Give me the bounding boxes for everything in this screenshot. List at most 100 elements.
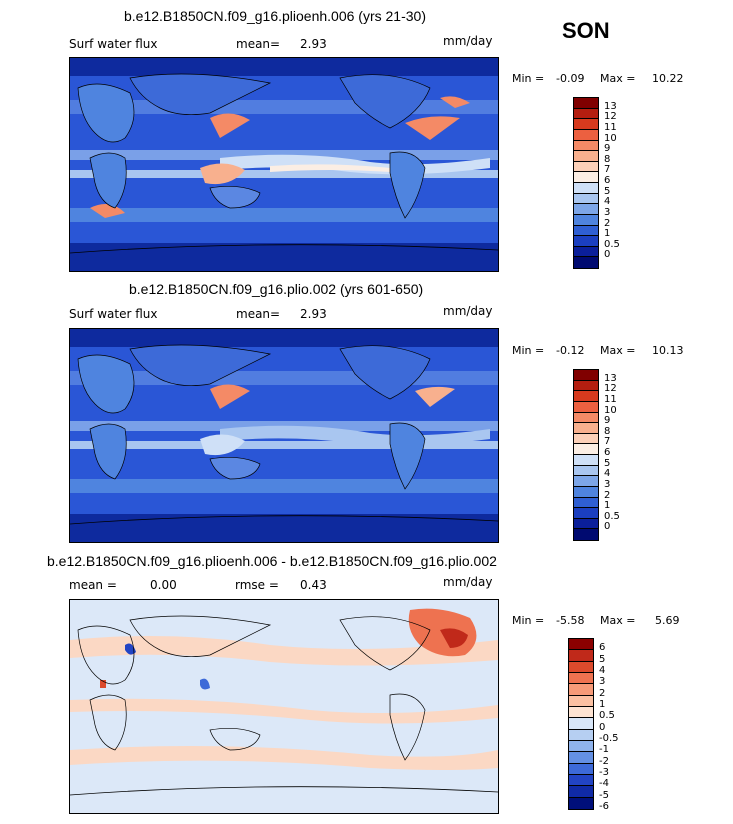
panel-3-mean-label: mean = [69, 578, 117, 592]
panel-3-mean-value: 0.00 [150, 578, 177, 592]
panel-1-colorbar [573, 97, 599, 269]
colorbar-tick-label: 6 [604, 447, 611, 458]
colorbar-segment [574, 529, 598, 540]
panel-3-title: b.e12.B1850CN.f09_g16.plioenh.006 - b.e1… [47, 553, 497, 569]
panel-1-title: b.e12.B1850CN.f09_g16.plioenh.006 (yrs 2… [124, 8, 426, 24]
colorbar-tick-label: 1 [599, 699, 606, 710]
colorbar-tick-label: -5 [599, 789, 609, 801]
colorbar-segment [569, 639, 593, 651]
panel-2-title: b.e12.B1850CN.f09_g16.plio.002 (yrs 601-… [129, 281, 424, 297]
colorbar-segment [574, 433, 598, 445]
colorbar-tick-label: 0.5 [604, 238, 620, 250]
colorbar-tick-label: 10 [604, 132, 617, 144]
panel-3-min-value: -5.58 [556, 614, 585, 627]
colorbar-segment [574, 423, 598, 434]
colorbar-tick-label: 10 [604, 404, 617, 416]
panel-3-map-graphic [69, 600, 499, 813]
colorbar-segment [569, 729, 593, 741]
colorbar-segment [574, 225, 598, 237]
colorbar-tick-label: -3 [599, 767, 609, 778]
colorbar-tick-label: 13 [604, 100, 617, 112]
panel-2-min-value: -0.12 [556, 344, 585, 357]
panel-3-rmse-value: 0.43 [300, 578, 327, 592]
colorbar-segment [569, 763, 593, 775]
colorbar-segment [574, 508, 598, 519]
colorbar-tick-label: 5 [604, 457, 611, 469]
colorbar-tick-label: -6 [599, 801, 609, 812]
colorbar-tick-label: 11 [604, 393, 617, 405]
colorbar-tick-label: 2 [604, 489, 611, 501]
panel-3-units: mm/day [443, 575, 493, 589]
colorbar-segment [574, 246, 598, 258]
colorbar-tick-label: 8 [604, 153, 611, 165]
panel-3-max-value: 5.69 [655, 614, 680, 627]
colorbar-segment [574, 161, 598, 173]
season-label: SON [562, 18, 610, 43]
colorbar-segment [569, 797, 593, 809]
colorbar-segment [574, 129, 598, 141]
colorbar-segment [574, 486, 598, 498]
colorbar-tick-label: -0.5 [599, 733, 619, 744]
colorbar-segment [574, 204, 598, 215]
panel-3-map [69, 599, 499, 814]
colorbar-tick-label: 5 [604, 185, 611, 197]
colorbar-tick-label: 3 [599, 676, 606, 688]
colorbar-segment [569, 752, 593, 764]
colorbar-tick-label: 0 [599, 721, 606, 733]
colorbar-tick-label: 12 [604, 383, 617, 395]
colorbar-tick-label: 8 [604, 425, 611, 437]
colorbar-tick-label: 2 [599, 687, 606, 699]
colorbar-segment [574, 412, 598, 424]
colorbar-segment [569, 786, 593, 798]
colorbar-tick-label: 5 [599, 653, 606, 665]
colorbar-tick-label: 0 [604, 249, 611, 261]
colorbar-segment [574, 151, 598, 162]
colorbar-segment [569, 695, 593, 707]
panel-1-variable-label: Surf water flux [69, 37, 158, 51]
colorbar-tick-label: 2 [604, 217, 611, 229]
panel-1-mean-label: mean= [236, 37, 281, 51]
colorbar-segment [574, 98, 598, 109]
colorbar-segment [574, 108, 598, 120]
colorbar-segment [574, 193, 598, 205]
colorbar-segment [574, 455, 598, 466]
colorbar-segment [574, 497, 598, 509]
panel-3-max-label: Max = [600, 614, 636, 627]
colorbar-tick-label: -4 [599, 778, 609, 790]
colorbar-tick-label: 3 [604, 478, 611, 490]
colorbar-segment [574, 370, 598, 381]
colorbar-tick-label: 11 [604, 121, 617, 133]
panel-2-variable-label: Surf water flux [69, 307, 158, 321]
colorbar-segment [574, 444, 598, 455]
colorbar-segment [574, 214, 598, 226]
panel-1-max-value: 10.22 [652, 72, 684, 85]
panel-1-min-value: -0.09 [556, 72, 585, 85]
colorbar-segment [574, 140, 598, 152]
colorbar-segment [574, 172, 598, 183]
colorbar-segment [574, 257, 598, 268]
colorbar-tick-label: 9 [604, 415, 611, 427]
panel-2-mean-value: 2.93 [300, 307, 327, 321]
panel-2-mean-label: mean= [236, 307, 281, 321]
colorbar-tick-label: 13 [604, 372, 617, 384]
colorbar-tick-label: 0.5 [599, 710, 615, 722]
colorbar-tick-label: 6 [599, 642, 606, 654]
panel-2-max-value: 10.13 [652, 344, 684, 357]
colorbar-segment [574, 236, 598, 247]
colorbar-tick-label: -2 [599, 755, 609, 767]
colorbar-tick-label: -1 [599, 744, 609, 756]
colorbar-segment [574, 401, 598, 413]
panel-1-max-label: Max = [600, 72, 636, 85]
colorbar-segment [574, 518, 598, 530]
colorbar-segment [569, 740, 593, 753]
colorbar-segment [569, 706, 593, 719]
colorbar-segment [574, 476, 598, 487]
panel-3-min-label: Min = [512, 614, 545, 627]
colorbar-segment [569, 672, 593, 685]
panel-2-map [69, 328, 499, 543]
colorbar-tick-label: 1 [604, 228, 611, 240]
panel-1-units: mm/day [443, 34, 493, 48]
colorbar-segment [574, 183, 598, 194]
colorbar-segment [569, 684, 593, 696]
panel-2-max-label: Max = [600, 344, 636, 357]
